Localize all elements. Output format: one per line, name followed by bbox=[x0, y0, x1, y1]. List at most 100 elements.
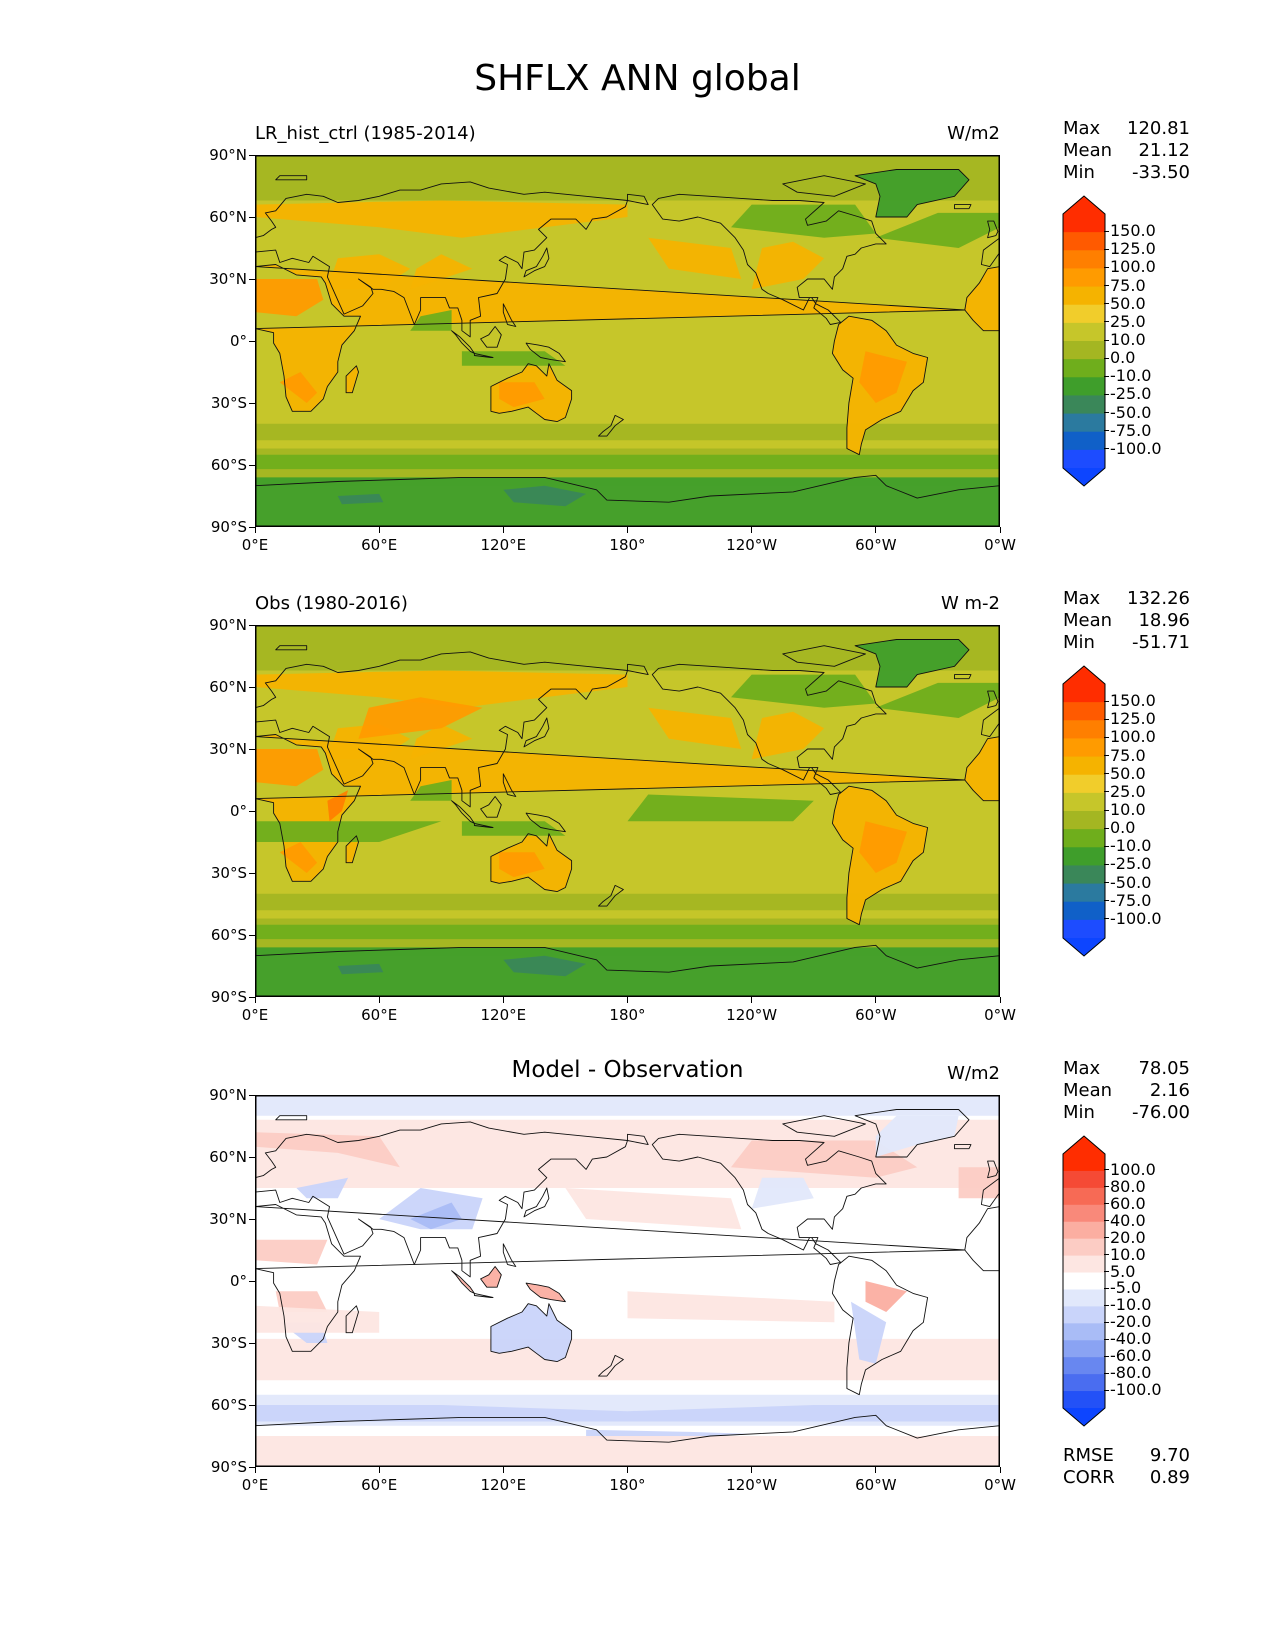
coastline-japan bbox=[523, 247, 550, 278]
colorbar-segment bbox=[1063, 829, 1105, 848]
x-tick-mark bbox=[875, 997, 877, 1003]
colorbar-segment bbox=[1063, 1221, 1105, 1240]
y-tick-mark bbox=[249, 1342, 255, 1344]
colorbar-segment bbox=[1063, 756, 1105, 776]
colorbar-segment bbox=[1063, 449, 1105, 469]
coastline-japan bbox=[523, 717, 550, 748]
colorbar-segment bbox=[1063, 792, 1105, 812]
coastline-eurasia bbox=[255, 181, 628, 338]
colorbar-tick bbox=[1104, 1389, 1109, 1391]
coastline-australia bbox=[490, 1303, 573, 1363]
colorbar-label: -10.0 bbox=[1110, 836, 1152, 856]
colorbar-label: 100.0 bbox=[1110, 1159, 1156, 1179]
corr-label: CORR bbox=[1063, 1467, 1115, 1488]
x-tick-mark bbox=[254, 1467, 256, 1473]
colorbar-segment bbox=[1063, 702, 1105, 721]
colorbar-tick bbox=[1104, 1271, 1109, 1273]
colorbar-tick bbox=[1104, 1355, 1109, 1357]
stat-mean-label: Mean bbox=[1063, 1080, 1113, 1101]
x-tick-label: 0°W bbox=[984, 536, 1016, 554]
x-tick-mark bbox=[378, 527, 380, 533]
y-tick-mark bbox=[249, 810, 255, 812]
y-tick-label: 90°S bbox=[210, 988, 247, 1006]
field-region-24 bbox=[410, 310, 452, 331]
field-region-25 bbox=[461, 821, 566, 836]
colorbar-label: 0.0 bbox=[1110, 818, 1136, 838]
y-tick-label: 30°N bbox=[209, 1210, 247, 1228]
stat-mean-value: 2.16 bbox=[1149, 1080, 1190, 1101]
colorbar-segment bbox=[1063, 1306, 1105, 1324]
colorbar-segment bbox=[1063, 901, 1105, 921]
colorbar-label: 150.0 bbox=[1110, 691, 1156, 711]
field-region-6 bbox=[337, 963, 384, 975]
x-tick-label: 180° bbox=[609, 1476, 646, 1494]
field-region-16 bbox=[327, 254, 411, 290]
y-tick-mark bbox=[249, 340, 255, 342]
x-tick-label: 0°E bbox=[241, 1476, 269, 1494]
coastline-eurasia bbox=[255, 651, 628, 808]
y-tick-label: 30°S bbox=[210, 864, 247, 882]
colorbar-segment bbox=[1063, 377, 1105, 396]
field-region-22 bbox=[255, 1239, 328, 1265]
field-region-6 bbox=[255, 1436, 1000, 1467]
colorbar-tick bbox=[1104, 412, 1109, 414]
panel-title: Model - Observation bbox=[511, 1057, 744, 1083]
coastline-sAmerica bbox=[831, 785, 929, 926]
x-tick-mark bbox=[751, 527, 753, 533]
field-region-2 bbox=[255, 1338, 1000, 1381]
colorbar-tick bbox=[1104, 248, 1109, 250]
coastline-greenland bbox=[854, 639, 970, 688]
coastline-philippines bbox=[502, 303, 517, 327]
y-tick-label: 60°S bbox=[210, 456, 247, 474]
stat-max-label: Max bbox=[1063, 118, 1101, 139]
colorbar-0 bbox=[1062, 195, 1106, 487]
field-region-20 bbox=[751, 711, 825, 760]
panel-title: Obs (1980-2016) bbox=[255, 593, 408, 614]
colorbar-segment bbox=[1063, 865, 1105, 885]
coastline-greenland bbox=[854, 1109, 970, 1158]
map-2 bbox=[255, 1095, 1000, 1467]
colorbar-segment bbox=[1063, 1255, 1105, 1274]
coastline-nAmerica bbox=[651, 663, 887, 795]
coastline-iceland bbox=[954, 1144, 972, 1150]
y-tick-label: 0° bbox=[229, 1272, 247, 1290]
field-region-8 bbox=[255, 200, 628, 238]
stat-max-value: 120.81 bbox=[1127, 118, 1190, 139]
coastline-indonesia1 bbox=[451, 330, 475, 354]
field-region-17 bbox=[410, 724, 473, 760]
coastline-eurasiaW bbox=[980, 1177, 1000, 1208]
field-region-22 bbox=[859, 821, 907, 873]
colorbar-segment bbox=[1063, 720, 1105, 739]
colorbar-outline bbox=[1062, 195, 1106, 487]
colorbar-segment bbox=[1063, 919, 1105, 939]
colorbar-1 bbox=[1062, 665, 1106, 957]
x-tick-label: 120°E bbox=[480, 1476, 527, 1494]
coastline-iceland bbox=[954, 674, 972, 680]
colorbar-tick bbox=[1104, 755, 1109, 757]
y-tick-label: 0° bbox=[229, 332, 247, 350]
colorbar-tick bbox=[1104, 448, 1109, 450]
colorbar-label: 0.0 bbox=[1110, 348, 1136, 368]
field-region-24 bbox=[410, 780, 452, 801]
colorbar-tick bbox=[1104, 773, 1109, 775]
colorbar-tick bbox=[1104, 321, 1109, 323]
colorbar-segment bbox=[1063, 1340, 1105, 1358]
x-tick-mark bbox=[999, 997, 1001, 1003]
colorbar-tick bbox=[1104, 791, 1109, 793]
field-region-2 bbox=[255, 440, 1000, 449]
colorbar-label: 150.0 bbox=[1110, 221, 1156, 241]
colorbar-label: 75.0 bbox=[1110, 745, 1146, 765]
x-tick-label: 0°W bbox=[984, 1006, 1016, 1024]
colorbar-tick bbox=[1104, 285, 1109, 287]
colorbar-label: -60.0 bbox=[1110, 1346, 1152, 1366]
field-region-18 bbox=[275, 1291, 328, 1312]
colorbar-label: 25.0 bbox=[1110, 311, 1146, 331]
field-region-0 bbox=[255, 1095, 1000, 1116]
field-region-23 bbox=[346, 365, 359, 393]
x-tick-mark bbox=[627, 997, 628, 1003]
x-tick-label: 60°E bbox=[361, 536, 398, 554]
units-label: W m-2 bbox=[940, 593, 1000, 614]
colorbar-segment bbox=[1063, 413, 1105, 433]
colorbar-segment bbox=[1063, 811, 1105, 830]
field-region-26 bbox=[958, 1167, 1000, 1199]
